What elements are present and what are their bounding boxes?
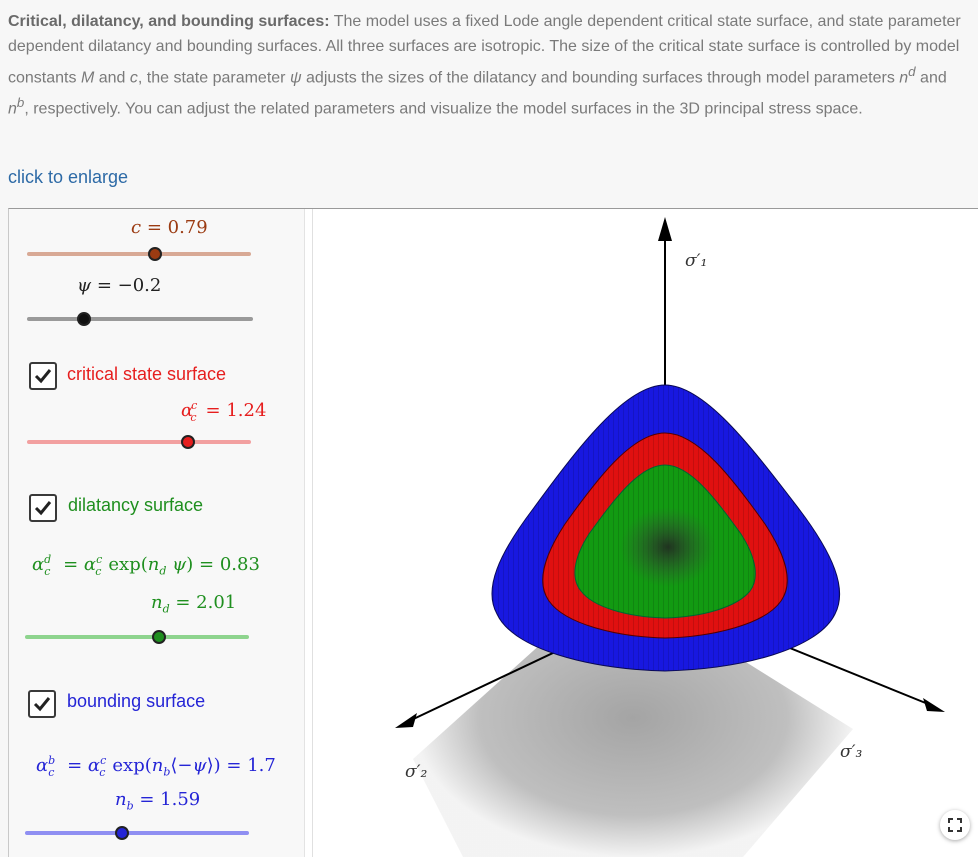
n-d-slider[interactable] (25, 635, 249, 639)
c-slider-handle[interactable] (148, 247, 162, 261)
alpha-c-label: αcc = 1.24 (181, 399, 267, 424)
algebra-panel: c = 0.79 ψ = −0.2 critical state surface… (9, 209, 305, 857)
n-d-value: 2.01 (196, 592, 237, 613)
apex-center (620, 507, 716, 587)
description-text: and (915, 69, 947, 87)
psi-slider-handle[interactable] (77, 312, 91, 326)
critical-state-checkbox-label[interactable]: critical state surface (67, 364, 227, 384)
symbol-d: d (908, 64, 916, 79)
symbol-M: M (80, 69, 95, 87)
psi-value-label: ψ = −0.2 (77, 275, 162, 296)
sigma2-label: σ′₂ (405, 762, 428, 782)
sigma3-label: σ′₃ (840, 742, 863, 762)
description-text: The model uses a fixed Lode angle depend… (8, 13, 961, 87)
n-d-slider-handle[interactable] (152, 630, 166, 644)
check-icon (33, 697, 51, 712)
c-slider[interactable] (27, 252, 251, 256)
check-icon (34, 369, 52, 384)
sigma2-arrow-icon (395, 713, 417, 728)
dilatancy-checkbox-label[interactable]: dilatancy surface (68, 495, 204, 515)
surfaces-plot[interactable] (313, 209, 978, 857)
alpha-c-value: 1.24 (226, 400, 267, 421)
alpha-b-formula: αbc = αcc exp(nb⟨−ψ⟩) = 1.7 (36, 754, 276, 779)
sigma3-arrow-icon (923, 698, 945, 712)
symbol-n: n (8, 100, 17, 118)
alpha-d-value: 0.83 (219, 554, 260, 575)
bounding-checkbox[interactable] (28, 690, 56, 718)
symbol-n: n (899, 69, 909, 87)
n-d-label: nd = 2.01 (151, 592, 237, 616)
sigma1-label: σ′₁ (685, 251, 708, 271)
symbol-b: b (16, 95, 25, 111)
description-heading: Critical, dilatancy, and bounding surfac… (8, 13, 330, 30)
description-text: , the state parameter (137, 69, 290, 87)
alpha-b-value: 1.7 (247, 755, 276, 776)
graphics-3d-view[interactable]: σ′₁ σ′₂ σ′₃ (312, 209, 978, 857)
alpha-c-slider-handle[interactable] (181, 435, 195, 449)
description-text: , respectively. You can adjust the relat… (24, 100, 863, 118)
n-b-value: 1.59 (160, 789, 201, 810)
description-text: adjusts the sizes of the dilatancy and b… (301, 69, 900, 87)
n-b-slider[interactable] (25, 831, 249, 835)
psi-slider[interactable] (27, 317, 253, 321)
description-text: and (94, 69, 130, 87)
geogebra-applet: c = 0.79 ψ = −0.2 critical state surface… (8, 208, 978, 857)
fullscreen-button[interactable] (940, 810, 970, 840)
alpha-c-slider[interactable] (27, 440, 251, 444)
c-value-label: c = 0.79 (131, 217, 208, 238)
symbol-c: c (129, 69, 138, 87)
critical-state-checkbox[interactable] (29, 362, 57, 390)
click-to-enlarge-link[interactable]: click to enlarge (8, 167, 129, 187)
check-icon (34, 501, 52, 516)
sigma1-arrow-icon (658, 217, 672, 241)
psi-value: 0.2 (132, 275, 162, 296)
ground-shadow (413, 579, 853, 857)
n-b-label: nb = 1.59 (115, 789, 201, 813)
description: Critical, dilatancy, and bounding surfac… (8, 9, 970, 122)
n-b-slider-handle[interactable] (115, 826, 129, 840)
c-value: 0.79 (167, 217, 208, 238)
symbol-psi: ψ (289, 69, 302, 87)
bounding-checkbox-label[interactable]: bounding surface (67, 691, 206, 711)
fullscreen-icon (948, 818, 962, 832)
alpha-d-formula: αdc = αcc exp(nd ψ) = 0.83 (32, 553, 260, 578)
dilatancy-checkbox[interactable] (29, 494, 57, 522)
